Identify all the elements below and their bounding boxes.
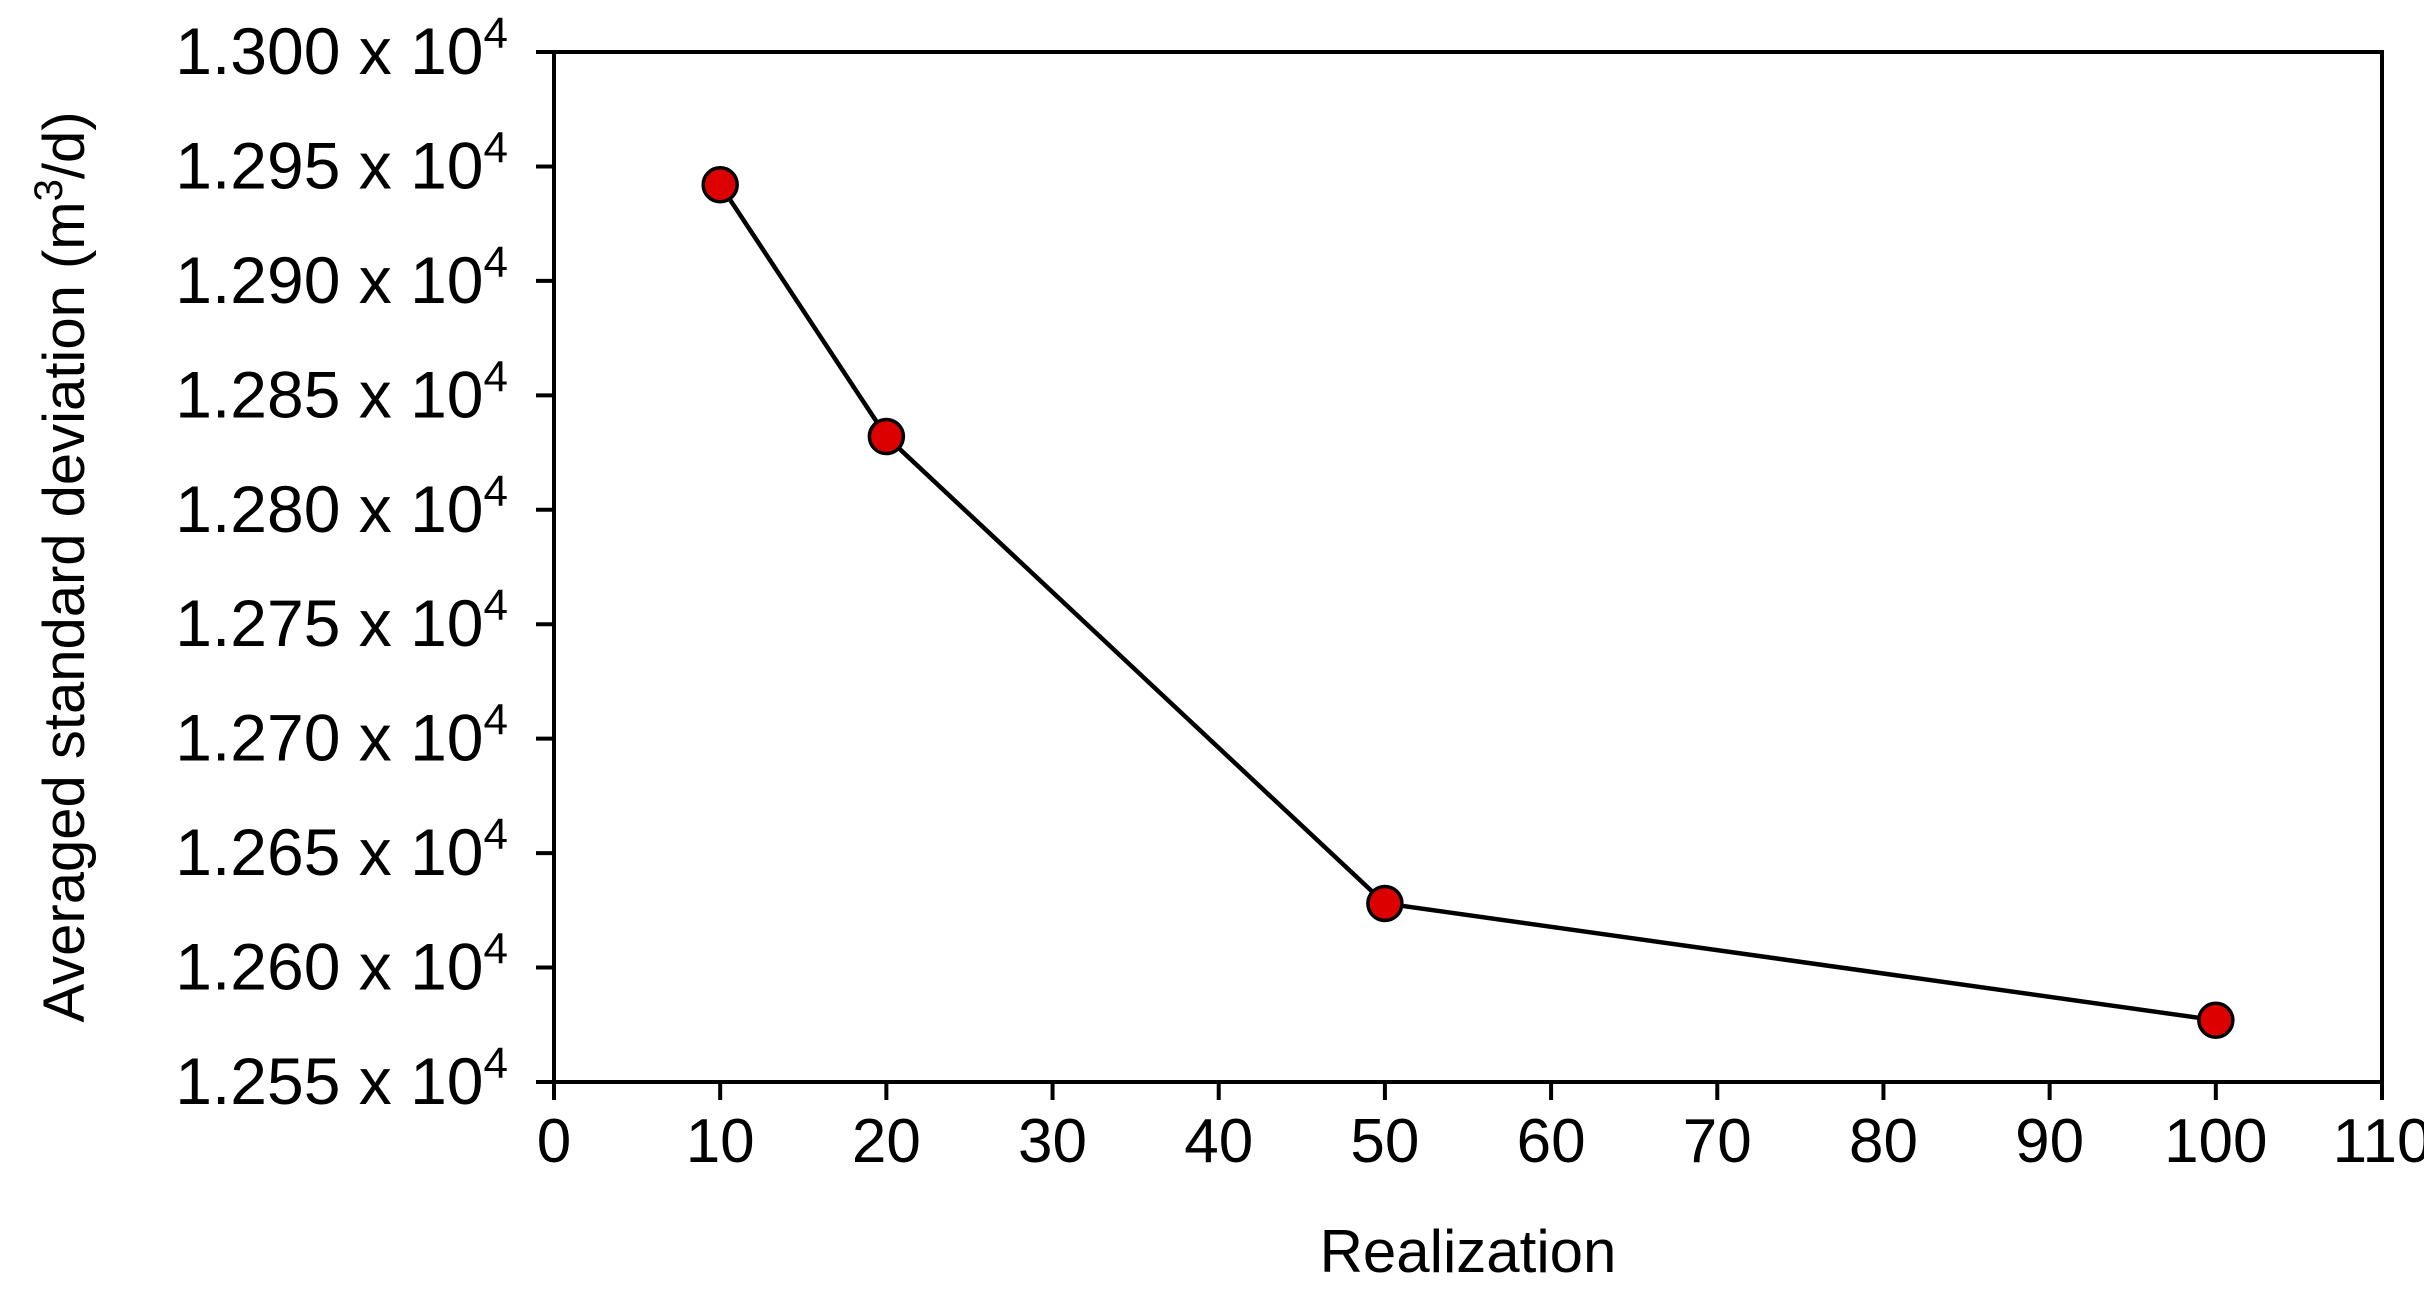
y-tick-label: 1.270 x 104 [175, 696, 508, 775]
data-point [1366, 884, 1404, 923]
y-tick-label: 1.295 x 104 [175, 123, 508, 202]
x-tick-label: 80 [1849, 1107, 1918, 1176]
x-tick-label: 90 [2015, 1107, 2084, 1176]
y-axis-ticks: 1.255 x 104 1.260 x 104 1.265 x 104 1.270 x… [175, 9, 554, 1118]
y-tick-label: 1.265 x 104 [175, 810, 508, 889]
plot-frame [552, 50, 2384, 1084]
axis-titles: Realization Averaged standard deviation (… [27, 111, 1616, 1285]
x-axis-title: Realization [1320, 1218, 1617, 1285]
series-line [718, 183, 2217, 1023]
data-point [701, 166, 739, 204]
x-tick-label: 70 [1683, 1107, 1752, 1176]
x-tick-label: 10 [686, 1107, 755, 1176]
x-tick-label: 0 [537, 1107, 571, 1176]
data-point [867, 417, 906, 456]
data-point [2197, 1001, 2235, 1039]
x-tick-label: 30 [1018, 1107, 1087, 1176]
y-tick-label: 1.280 x 104 [175, 467, 508, 546]
x-tick-label: 100 [2164, 1107, 2267, 1176]
series-layer [701, 166, 2235, 1039]
y-tick-label: 1.260 x 104 [175, 925, 508, 1004]
x-tick-label: 40 [1184, 1107, 1253, 1176]
x-axis-ticks: 0 10 20 30 40 50 60 70 80 90 100 110 [537, 1082, 2424, 1176]
y-tick-label: 1.290 x 104 [175, 238, 508, 317]
y-axis-title: Averaged standard deviation (m3/d) [27, 111, 97, 1022]
y-tick-label: 1.300 x 104 [175, 9, 508, 88]
x-tick-label: 20 [852, 1107, 921, 1176]
y-tick-label: 1.285 x 104 [175, 352, 508, 431]
x-tick-label: 60 [1517, 1107, 1586, 1176]
y-tick-label: 1.275 x 104 [175, 581, 508, 660]
y-tick-label: 1.255 x 104 [175, 1039, 508, 1118]
plot-border [552, 50, 2384, 1084]
x-tick-label: 110 [2333, 1107, 2424, 1176]
x-tick-label: 50 [1350, 1107, 1419, 1176]
